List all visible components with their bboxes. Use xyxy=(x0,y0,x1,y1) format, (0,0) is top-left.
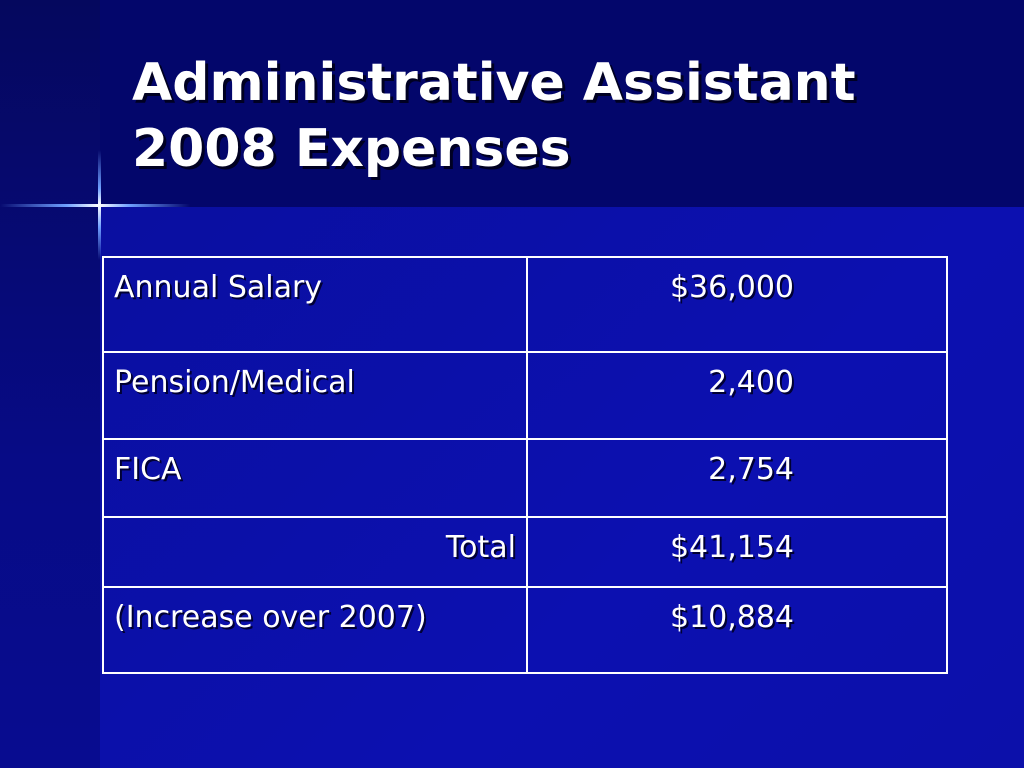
title-line-2: 2008 Expenses xyxy=(132,119,571,179)
table-row-total: Total $41,154 xyxy=(102,516,948,588)
table-row: FICA 2,754 xyxy=(102,438,948,518)
row-label: FICA xyxy=(102,438,528,518)
row-value: $36,000 xyxy=(526,256,948,353)
sparkle-vertical xyxy=(98,150,101,260)
row-value: 2,400 xyxy=(526,351,948,440)
left-band xyxy=(0,0,100,768)
title-line-1: Administrative Assistant xyxy=(132,53,856,113)
value-text: $10,884 xyxy=(669,600,794,635)
table-row: (Increase over 2007) $10,884 xyxy=(102,586,948,674)
value-text: $41,154 xyxy=(669,530,794,565)
title-band xyxy=(0,0,1024,207)
row-value: 2,754 xyxy=(526,438,948,518)
table-row: Pension/Medical 2,400 xyxy=(102,351,948,440)
total-label: Total xyxy=(102,516,528,588)
slide-title: Administrative Assistant 2008 Expenses xyxy=(132,50,856,182)
sparkle-horizontal xyxy=(0,204,190,207)
value-text: 2,754 xyxy=(708,452,794,487)
row-label: Annual Salary xyxy=(102,256,528,353)
value-text: 2,400 xyxy=(708,365,794,400)
row-label: (Increase over 2007) xyxy=(102,586,528,674)
total-value: $41,154 xyxy=(526,516,948,588)
row-label: Pension/Medical xyxy=(102,351,528,440)
table-row: Annual Salary $36,000 xyxy=(102,256,948,353)
expense-table: Annual Salary $36,000 Pension/Medical 2,… xyxy=(102,256,948,674)
row-value: $10,884 xyxy=(526,586,948,674)
value-text: $36,000 xyxy=(669,270,794,305)
